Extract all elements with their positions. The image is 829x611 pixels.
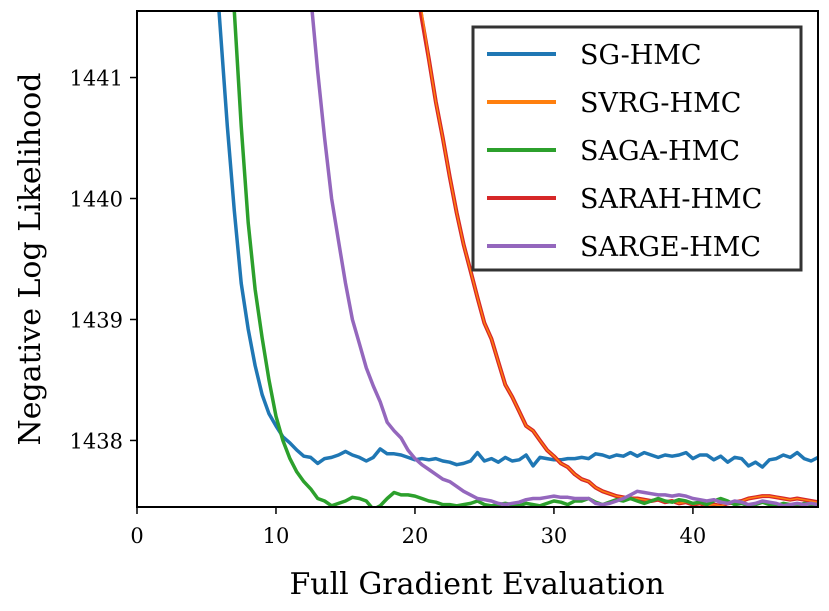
- x-tick-label: 10: [263, 524, 290, 548]
- legend-items: SG-HMC SVRG-HMC SAGA-HMC SARAH-HMC SARGE-HMC: [487, 40, 762, 263]
- legend-label-sarah-hmc: SARAH-HMC: [580, 184, 762, 215]
- legend-label-svrg-hmc: SVRG-HMC: [580, 88, 741, 119]
- y-tick-label: 1439: [70, 308, 123, 332]
- y-axis-label: Negative Log Likelihood: [13, 73, 48, 446]
- series-line-svrg-hmc: [421, 11, 818, 507]
- y-tick-label: 1438: [70, 429, 123, 453]
- x-tick-label: 0: [130, 524, 143, 548]
- legend-label-saga-hmc: SAGA-HMC: [580, 136, 740, 167]
- legend: SG-HMC SVRG-HMC SAGA-HMC SARAH-HMC SARGE-HMC: [471, 25, 803, 272]
- legend-label-sg-hmc: SG-HMC: [580, 40, 702, 71]
- y-axis: 1438 1439 1440 1441: [70, 67, 137, 453]
- y-tick-label: 1440: [70, 188, 123, 212]
- x-axis: 0 10 20 30 40: [130, 507, 706, 548]
- plot-frame: [136, 10, 819, 508]
- x-tick-label: 30: [541, 524, 568, 548]
- x-axis-label: Full Gradient Evaluation: [289, 567, 664, 602]
- legend-label-sarge-hmc: SARGE-HMC: [580, 232, 761, 263]
- series-line-saga-hmc: [232, 11, 818, 507]
- series-line-sarge-hmc: [310, 11, 818, 507]
- series-layer: [217, 11, 818, 507]
- series-line-sg-hmc: [217, 11, 818, 469]
- x-tick-label: 20: [402, 524, 429, 548]
- y-tick-label: 1441: [70, 67, 123, 91]
- x-tick-label: 40: [680, 524, 707, 548]
